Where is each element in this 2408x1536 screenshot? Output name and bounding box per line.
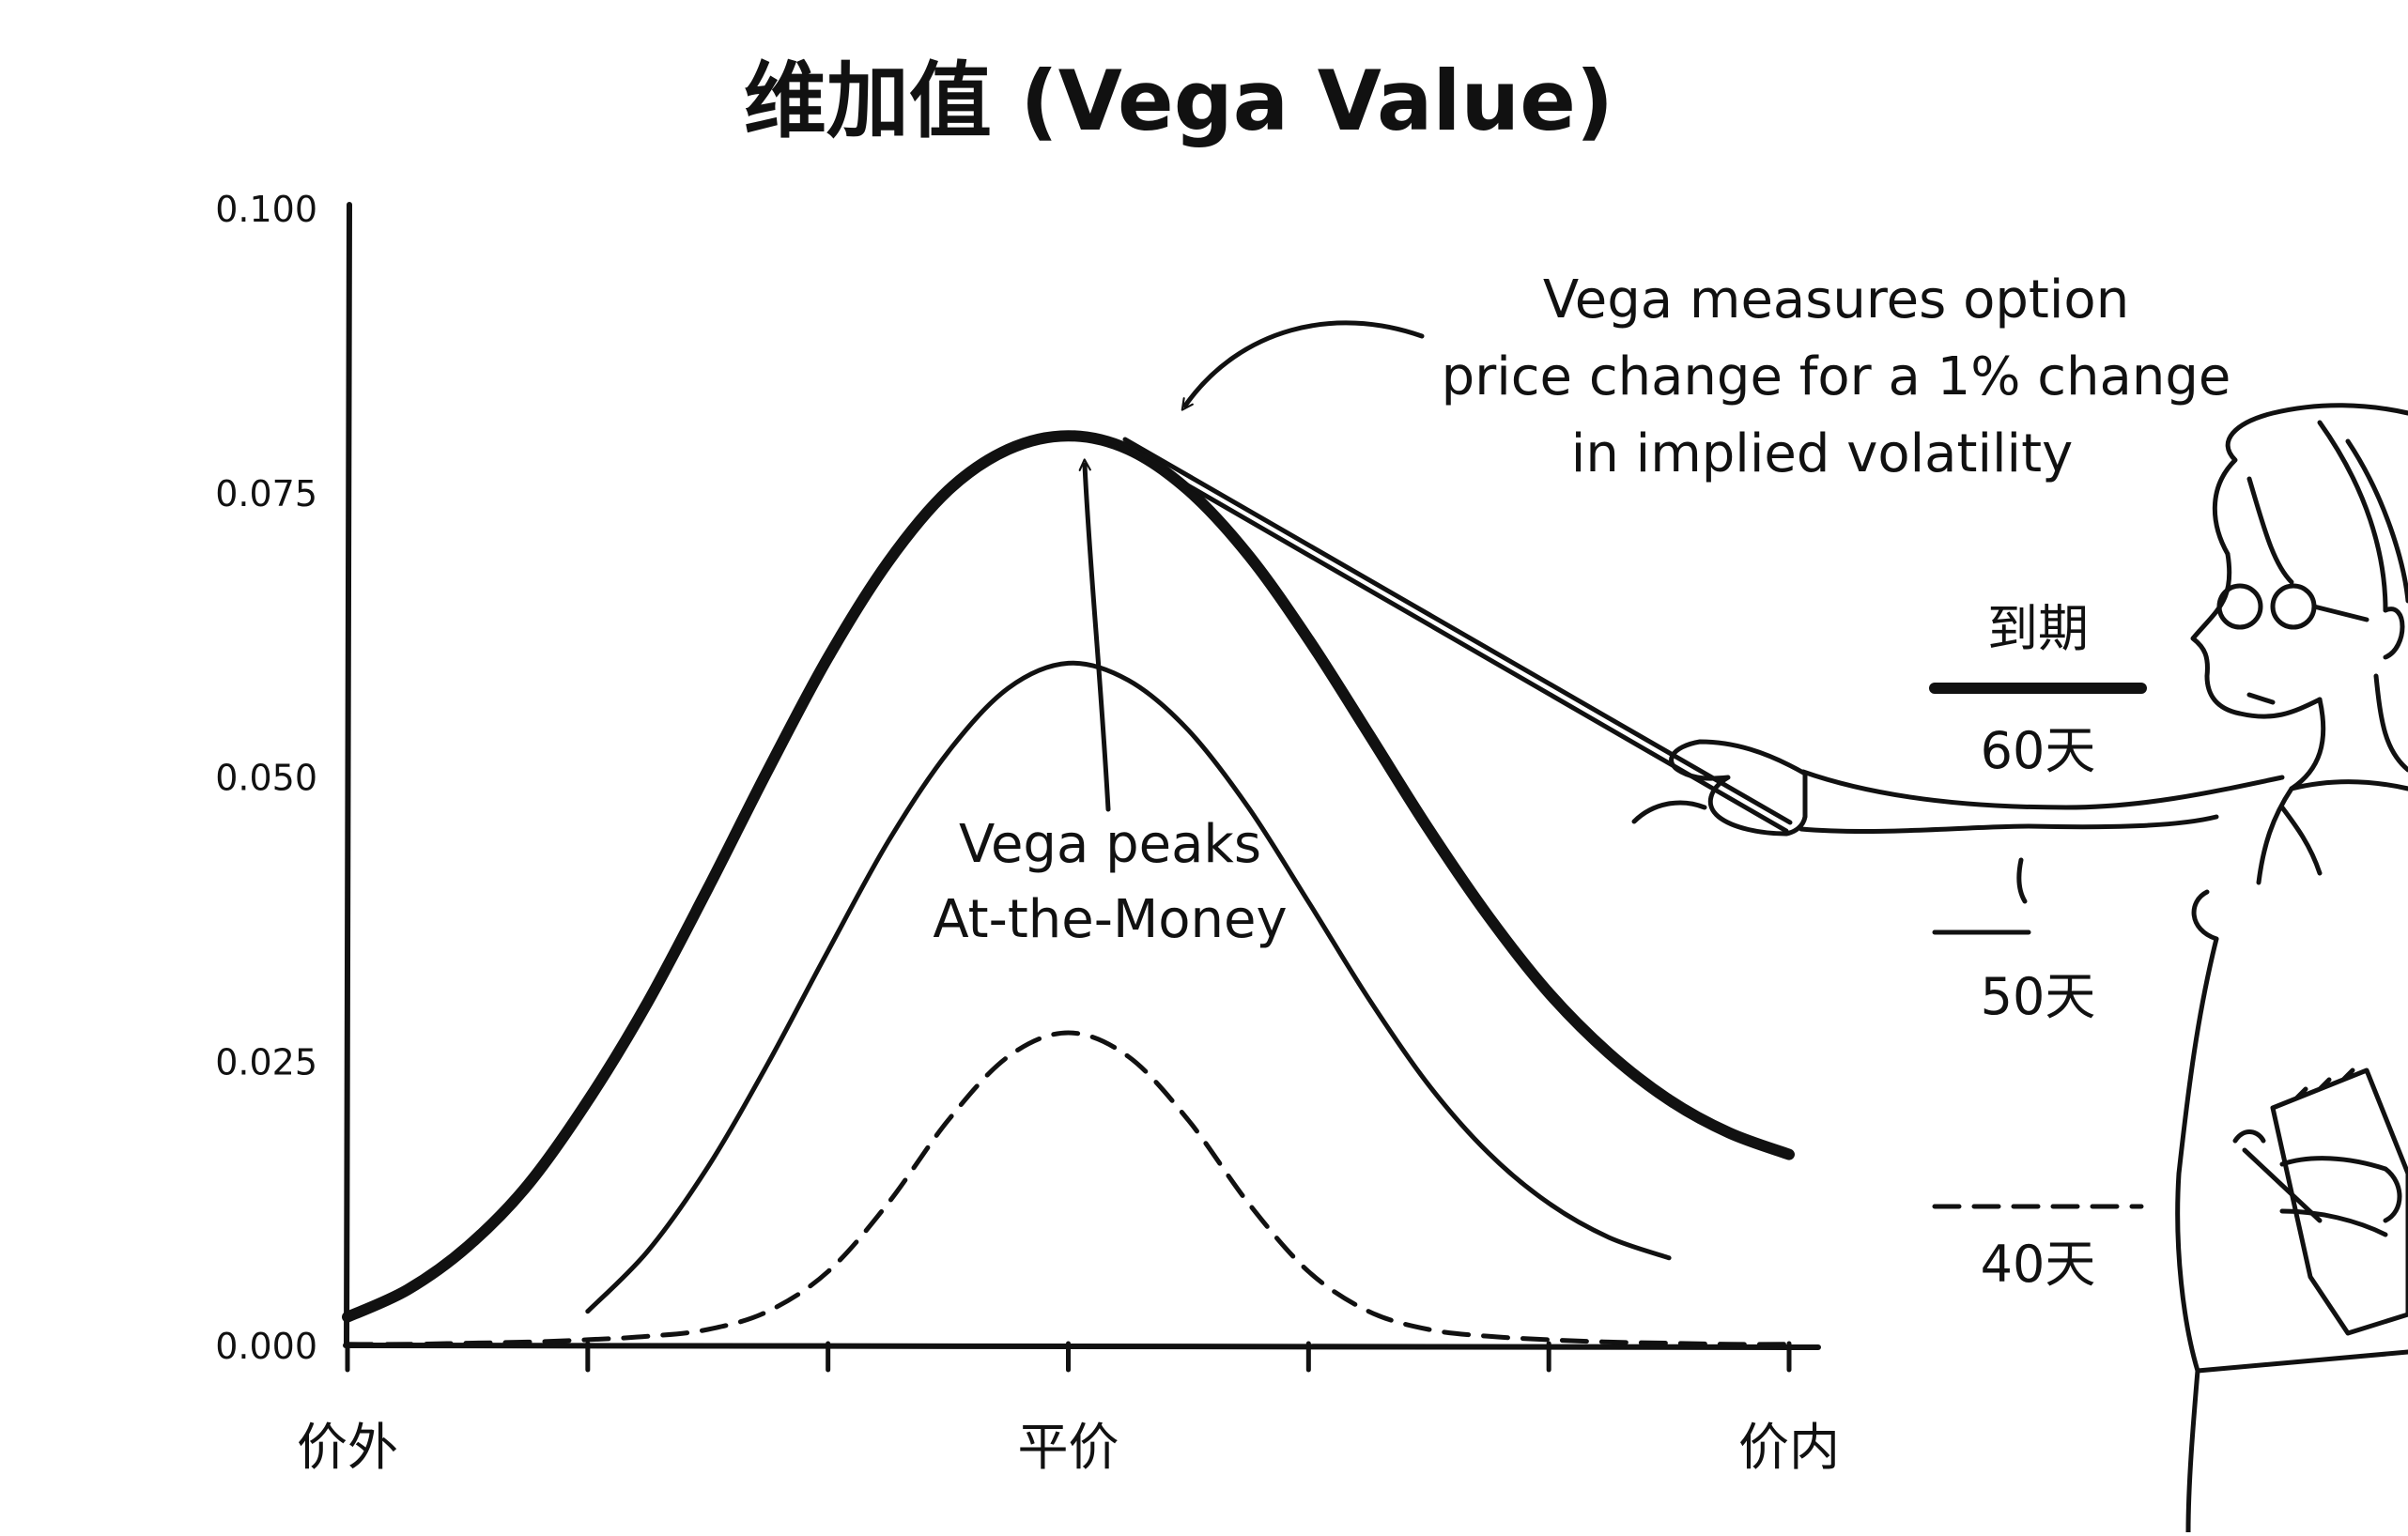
definition-arrow	[1181, 320, 1425, 411]
y-tick-label: 0.050	[215, 758, 317, 799]
definition-line-1: Vega measures option	[1543, 269, 2129, 330]
presenter-hand	[1631, 739, 1808, 837]
presenter-notepad	[2270, 1068, 2408, 1336]
presenter-ear	[2383, 607, 2405, 660]
legend-label-60: 60天	[1981, 721, 2096, 780]
presenter-neck	[2289, 673, 2408, 791]
presenter-face	[2190, 551, 2323, 719]
y-tick-label: 0.100	[215, 189, 317, 230]
series-40-days-line	[345, 1030, 1792, 1347]
series-50-days-line	[585, 660, 1672, 1314]
presenter-hair	[2212, 403, 2408, 613]
x-ticks	[345, 1341, 1792, 1373]
x-tick-label: 平价	[1018, 1418, 1119, 1477]
x-tick-label: 价内	[1738, 1418, 1840, 1477]
presenter-illustration	[1117, 403, 2408, 1535]
legend-title: 到期	[1987, 599, 2089, 658]
y-tick-labels: 0.000 0.025 0.050 0.075 0.100	[215, 189, 317, 1367]
x-tick-label: 价外	[297, 1418, 398, 1477]
y-tick-label: 0.025	[215, 1041, 317, 1083]
presenter-torso	[2175, 936, 2408, 1535]
presenter-pen	[2232, 1129, 2323, 1223]
peak-arrow	[1078, 458, 1111, 812]
series-group	[342, 430, 1795, 1347]
presenter-notepad-hand	[2279, 1156, 2402, 1237]
definition-line-2: price change for a 1% change	[1442, 346, 2231, 407]
y-tick-label: 0.075	[215, 473, 317, 515]
peak-annotation: Vega peaks At-the-Money	[933, 458, 1288, 950]
legend-label-40: 40天	[1981, 1235, 2096, 1294]
axes	[343, 202, 1821, 1350]
presenter-collar	[2256, 779, 2408, 885]
y-tick-label: 0.000	[215, 1326, 317, 1367]
chart-title: 维加值 (Vega Value)	[744, 53, 1613, 149]
definition-annotation: Vega measures option price change for a …	[1181, 269, 2231, 484]
glasses-right-lens	[2270, 583, 2317, 630]
peak-line-2: At-the-Money	[933, 889, 1287, 950]
definition-line-3: in implied volatility	[1571, 423, 2073, 484]
x-axis-line	[343, 1343, 1821, 1350]
glasses-left-lens	[2216, 583, 2263, 630]
legend-label-50: 50天	[1981, 967, 2096, 1026]
y-axis-line	[344, 202, 352, 1347]
legend: 到期 60天 50天 40天	[1929, 599, 2147, 1294]
x-tick-labels: 价外 平价 价内	[297, 1418, 1840, 1477]
peak-line-1: Vega peaks	[959, 814, 1261, 875]
presenter-arm	[1798, 769, 2285, 942]
series-60-days-line	[342, 430, 1795, 1323]
glasses-temple	[2311, 604, 2369, 622]
